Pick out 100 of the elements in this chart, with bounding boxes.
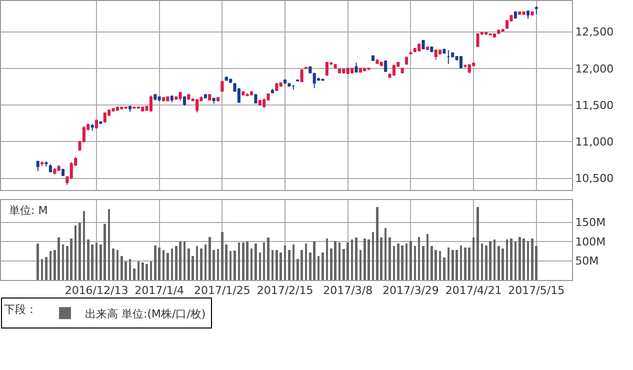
- y-tick-label: 11,000: [575, 136, 614, 148]
- candlestick: [300, 69, 304, 83]
- candlestick: [158, 96, 161, 102]
- candlestick: [136, 106, 140, 110]
- candlestick: [178, 91, 182, 102]
- candlestick: [254, 94, 258, 104]
- candlestick: [422, 39, 425, 50]
- candlestick: [250, 90, 254, 96]
- candlestick: [459, 55, 463, 69]
- candlestick: [405, 56, 408, 66]
- candlestick: [400, 67, 404, 74]
- candlestick: [208, 94, 212, 102]
- bar: [396, 243, 400, 280]
- candlestick: [99, 120, 102, 125]
- x-tick-label: 2017/4/21: [445, 284, 502, 298]
- x-tick-label: 2017/5/15: [508, 284, 565, 298]
- bar: [58, 238, 60, 280]
- candlestick: [334, 64, 337, 69]
- bar: [104, 224, 106, 280]
- bar: [476, 206, 479, 280]
- candlestick: [141, 106, 144, 112]
- bar: [376, 206, 378, 280]
- candlestick: [497, 29, 500, 34]
- candlestick: [220, 80, 224, 92]
- bar: [36, 243, 40, 280]
- bar: [468, 247, 471, 280]
- candlestick: [296, 78, 300, 82]
- bar: [346, 242, 350, 280]
- bar: [86, 240, 90, 280]
- y-tick-label: 100M: [575, 235, 606, 248]
- bar: [484, 245, 488, 280]
- candlestick: [44, 160, 48, 168]
- bar: [166, 253, 169, 280]
- candlestick: [338, 68, 342, 74]
- bar: [430, 246, 433, 280]
- candlestick: [270, 88, 274, 94]
- candlestick: [288, 83, 291, 88]
- bar: [355, 238, 358, 280]
- candlestick: [376, 58, 379, 64]
- bar: [443, 258, 446, 280]
- candlestick: [325, 61, 328, 76]
- candlestick: [492, 33, 496, 38]
- candlestick: [166, 96, 170, 102]
- candlestick: [442, 48, 446, 54]
- candlestick: [526, 10, 530, 20]
- candlestick: [358, 68, 362, 74]
- candlestick: [354, 62, 358, 73]
- x-tick-label: 2017/3/8: [323, 284, 373, 298]
- bar: [313, 242, 316, 280]
- candlestick: [162, 96, 166, 102]
- candlestick: [196, 98, 199, 113]
- bar: [208, 236, 211, 280]
- bar: [451, 250, 454, 280]
- candlestick: [350, 68, 354, 74]
- x-tick-label: 2017/2/15: [256, 284, 314, 298]
- candlestick: [124, 106, 128, 110]
- bar: [410, 240, 412, 280]
- x-tick-label: 2017/1/25: [194, 284, 250, 298]
- bar: [502, 248, 504, 280]
- candlestick: [90, 124, 94, 132]
- x-tick-label: 2017/1/4: [134, 284, 184, 298]
- candlestick: [174, 96, 178, 100]
- bar: [522, 238, 525, 280]
- bar: [280, 252, 282, 280]
- bar: [368, 240, 370, 280]
- bar: [300, 250, 303, 280]
- candlestick: [116, 106, 119, 112]
- candlestick: [321, 78, 324, 82]
- bar: [70, 238, 73, 280]
- bar: [78, 223, 81, 280]
- bar: [464, 247, 466, 280]
- candlestick: [484, 32, 488, 36]
- bar: [45, 256, 48, 280]
- candlestick: [149, 95, 152, 112]
- candlestick: [514, 10, 517, 20]
- bar: [242, 242, 244, 280]
- bar: [120, 256, 123, 280]
- candlestick: [468, 64, 471, 74]
- bar: [322, 252, 324, 280]
- bar: [288, 250, 290, 280]
- candlestick: [40, 160, 44, 166]
- candlestick: [103, 112, 106, 124]
- bar: [179, 242, 182, 280]
- x-tick-label: 2016/12/13: [64, 284, 128, 298]
- bar: [276, 250, 278, 280]
- bar: [456, 250, 458, 280]
- legend-label: 出来高 単位:(M株/口/枚): [85, 307, 206, 320]
- candlestick: [292, 84, 295, 90]
- y-tick-label: 150M: [575, 216, 606, 230]
- bar: [510, 238, 512, 280]
- bar: [254, 243, 257, 280]
- bar: [267, 238, 270, 280]
- bar: [334, 240, 336, 280]
- candlestick: [522, 10, 526, 15]
- y-tick-label: 11,500: [575, 98, 614, 112]
- candlestick: [242, 90, 245, 96]
- candlestick: [94, 119, 98, 129]
- x-tick-label: 2017/3/29: [382, 284, 439, 298]
- annotation: 単位: M: [9, 204, 48, 217]
- candlestick: [229, 78, 232, 84]
